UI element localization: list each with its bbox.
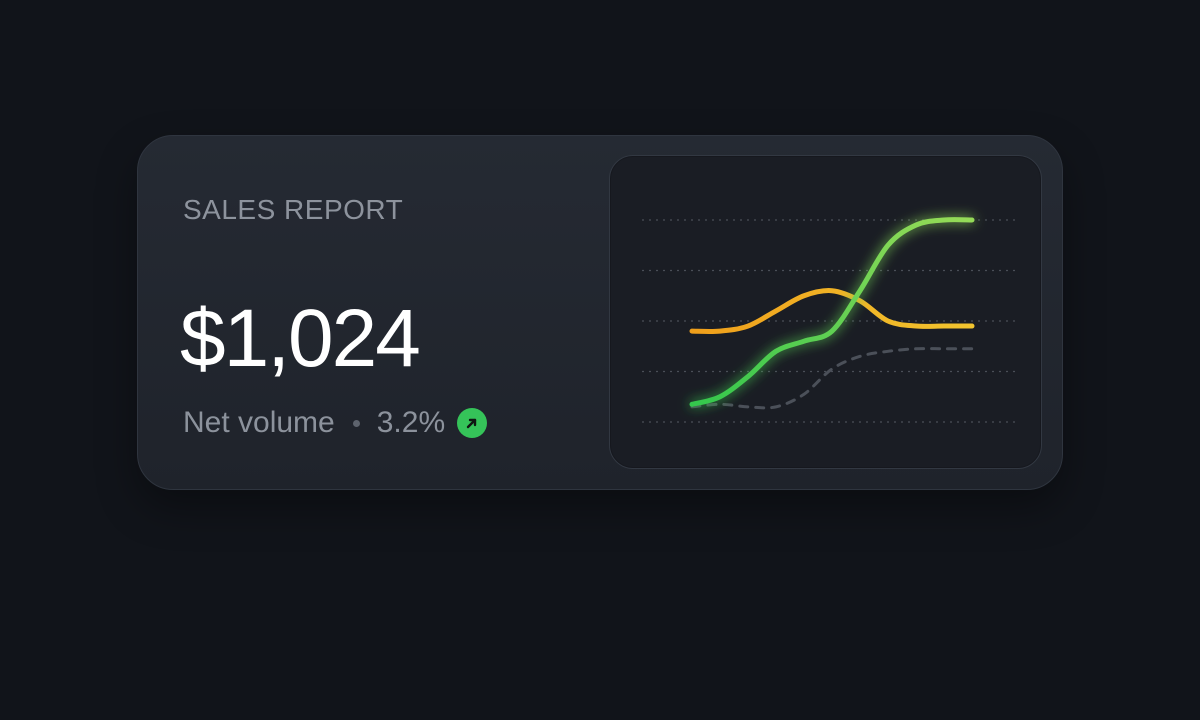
separator-dot (352, 419, 360, 427)
sales-line-chart (642, 217, 1018, 423)
card-title: SALES REPORT (183, 194, 404, 225)
net-volume-label: Net volume (183, 406, 335, 439)
sales-report-card[interactable]: SALES REPORT $1,024 Net volume 3.2% (137, 135, 1063, 490)
net-volume-meta: Net volume 3.2% (183, 404, 488, 442)
orange-series-line (689, 288, 975, 334)
net-volume-amount: $1,024 (180, 293, 421, 384)
change-percent: 3.2% (376, 406, 446, 439)
green-series-line (689, 217, 975, 407)
dashed-baseline-series (690, 347, 974, 410)
sales-chart-panel (609, 155, 1042, 469)
arrow-up-right-icon (457, 408, 488, 438)
arrow-up-right-glyph (466, 418, 477, 429)
